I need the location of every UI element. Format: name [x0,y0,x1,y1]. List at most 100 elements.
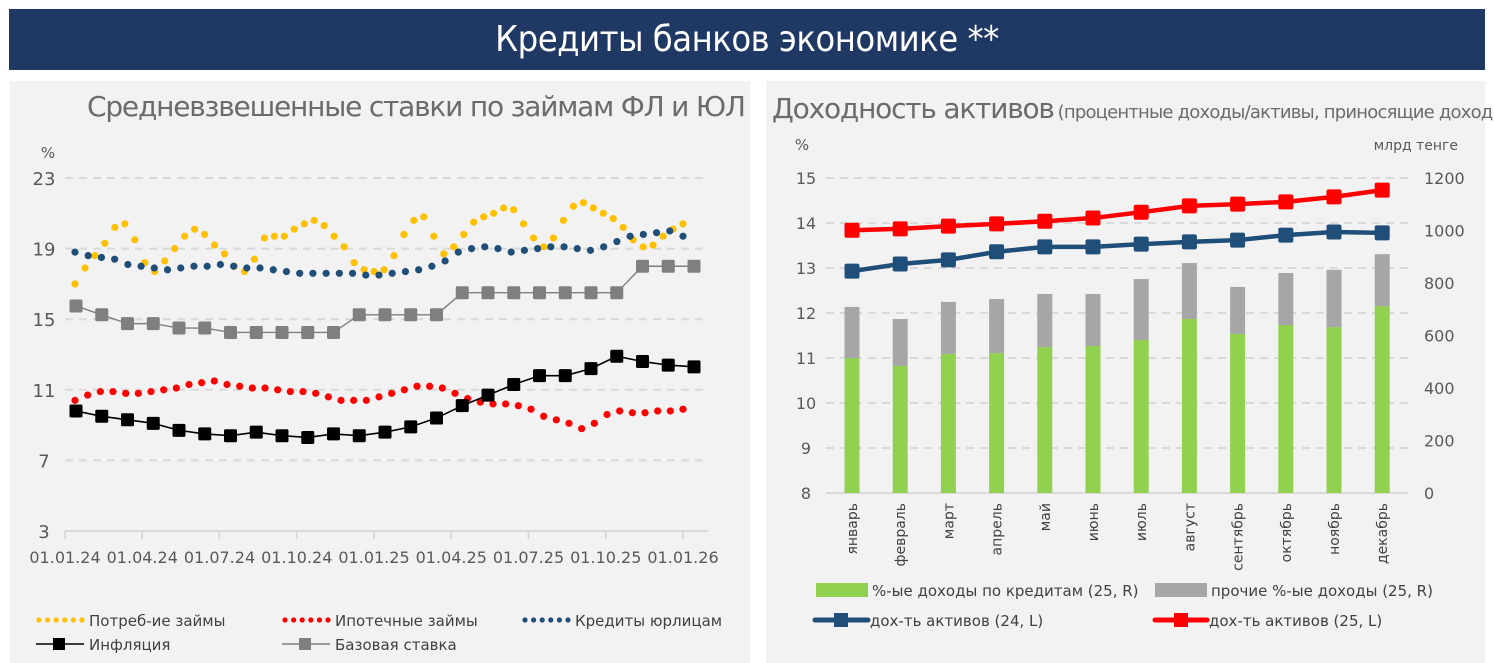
bar-loan-income [1374,306,1390,493]
left-dot-consumer [589,204,597,212]
left-line-inflation [75,355,695,439]
left-dot-mortgage [540,412,548,420]
right-y-left-tick-label: 9 [801,439,811,458]
right-x-tick-label: июнь [1086,503,1102,541]
left-marker-inflation [507,378,521,392]
left-marker-base_rate [249,325,263,339]
right-x-tick-label: сентябрь [1231,503,1247,571]
left-marker-base_rate [455,286,469,300]
right-legend-swatch-gray [1155,583,1207,597]
left-marker-inflation [558,369,572,383]
left-dot-corporate [639,230,647,239]
left-dot-mortgage [679,405,687,413]
left-dot-mortgage [552,416,560,424]
left-legend-marker-corporate [548,617,554,623]
left-dot-mortgage [641,409,649,417]
left-y-tick-label: 11 [33,381,56,402]
left-dot-consumer [390,252,398,260]
right-x-tick-label: июль [1134,503,1150,541]
left-dot-consumer [280,232,288,240]
left-dot-corporate [415,266,423,274]
right-legend-swatch-green [816,583,868,597]
left-marker-inflation [430,411,443,425]
left-marker-base_rate [146,317,160,331]
left-legend-marker-consumer [70,617,76,623]
bar-other-income [1133,279,1149,340]
left-dot-corporate [573,245,581,253]
left-dot-corporate [322,269,330,277]
left-dot-corporate [362,271,370,279]
left-dot-consumer [529,234,538,242]
left-marker-base_rate [301,325,315,339]
left-marker-base_rate [636,259,649,273]
left-marker-base_rate [275,325,289,339]
right-marker-line24 [1230,232,1246,248]
bar-other-income [892,318,908,366]
right-legend-label: дох-ть активов (24, L) [870,612,1043,630]
right-x-tick-label: август [1182,503,1198,551]
left-x-tick-label: 01.04.24 [107,548,178,567]
bar-loan-income [1133,339,1149,493]
left-dot-consumer [210,241,219,249]
left-dot-consumer [350,259,358,267]
left-dot-mortgage [666,407,674,415]
bar-loan-income [892,365,908,493]
right-legend-label: дох-ть активов (25, L) [1209,612,1382,630]
right-marker-line25 [1230,196,1246,212]
right-y-left-tick-label: 12 [796,304,816,323]
left-marker-inflation [95,409,109,423]
left-legend-marker-consumer [53,617,59,623]
left-dot-consumer [161,257,169,265]
left-legend-marker-consumer [36,617,42,623]
left-x-tick-label: 01.10.25 [570,548,641,567]
right-legend-marker-25 [1174,613,1188,627]
left-legend-label: Ипотечные займы [335,612,478,630]
left-dot-mortgage [590,419,598,427]
left-dot-corporate [84,252,92,260]
left-dot-corporate [454,248,462,256]
right-marker-line24 [1085,239,1101,255]
right-x-tick-label: февраль [893,503,909,567]
left-legend-marker-base_rate [299,638,311,650]
left-dot-mortgage [616,407,624,415]
right-y-right-tick-label: 0 [1424,484,1434,503]
left-dot-corporate [348,269,357,277]
left-dot-corporate [428,262,436,270]
left-dot-mortgage [603,410,611,419]
left-dot-mortgage [654,407,662,415]
left-legend-marker-corporate [522,617,528,623]
right-marker-line25 [1326,189,1342,205]
left-legend-label: Потреб-ие займы [89,612,225,630]
left-dot-consumer [679,220,687,228]
left-dot-mortgage [96,387,104,396]
left-dot-consumer [181,232,189,240]
left-y-tick-label: 3 [38,522,49,543]
right-y-left-tick-label: 13 [796,259,816,278]
left-dot-corporate [679,232,687,240]
left-marker-inflation [224,429,237,443]
right-y-right-tick-label: 400 [1424,379,1455,398]
left-dot-corporate [652,229,661,237]
left-dot-corporate [560,243,568,251]
left-dot-consumer [509,206,518,214]
right-chart-title: Доходность активов (процентные доходы/ак… [772,92,1494,125]
left-dot-consumer [320,222,328,230]
right-marker-line25 [1181,198,1197,214]
left-dot-mortgage [71,396,79,404]
left-marker-inflation [69,404,83,418]
left-dot-consumer [549,234,558,242]
bar-loan-income [1037,347,1053,493]
left-marker-inflation [378,425,392,439]
left-dot-mortgage [400,386,408,394]
left-dot-corporate [401,267,410,276]
right-x-tick-label: апрель [990,503,1006,555]
left-dot-consumer [460,230,468,239]
left-dot-consumer [659,232,667,240]
left-y-tick-label: 23 [33,169,56,190]
left-marker-base_rate [430,308,443,322]
left-marker-base_rate [378,308,392,322]
right-y-right-tick-label: 1200 [1424,169,1465,188]
left-dot-mortgage [122,389,130,397]
left-marker-inflation [249,425,263,439]
left-dot-consumer [450,243,458,251]
